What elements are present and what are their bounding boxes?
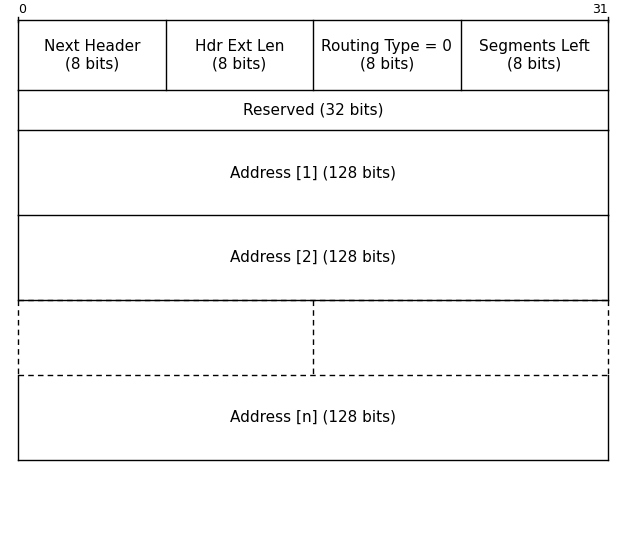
Text: Address [n] (128 bits): Address [n] (128 bits) [230,410,396,425]
Text: Address [2] (128 bits): Address [2] (128 bits) [230,250,396,265]
Text: 0: 0 [18,3,26,16]
Text: Next Header
(8 bits): Next Header (8 bits) [43,39,140,71]
Text: Hdr Ext Len
(8 bits): Hdr Ext Len (8 bits) [195,39,284,71]
Text: 31: 31 [592,3,608,16]
Text: Address [1] (128 bits): Address [1] (128 bits) [230,165,396,180]
Text: Segments Left
(8 bits): Segments Left (8 bits) [479,39,590,71]
Text: Reserved (32 bits): Reserved (32 bits) [243,102,383,118]
Text: Routing Type = 0
(8 bits): Routing Type = 0 (8 bits) [321,39,452,71]
